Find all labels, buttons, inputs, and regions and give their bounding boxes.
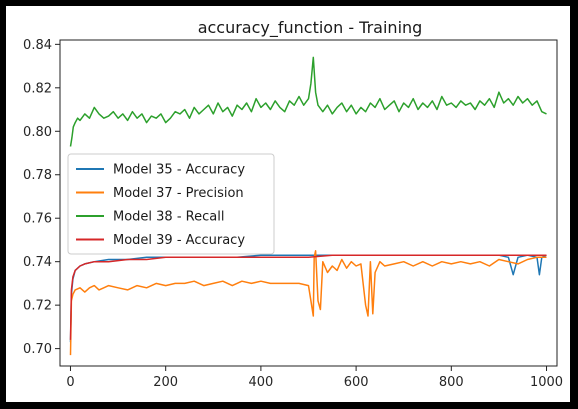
y-tick-label: 0.76 [23, 212, 52, 227]
series-line-3 [69, 56, 547, 147]
x-tick-label: 800 [439, 375, 464, 390]
legend-label-4: Model 39 - Accuracy [113, 233, 245, 248]
chart-title: accuracy_function - Training [198, 18, 423, 38]
chart-frame: accuracy_function - Training 0 200 400 600 8… [6, 6, 570, 402]
y-tick-label: 0.84 [23, 38, 52, 53]
x-tick-label: 200 [153, 375, 178, 390]
series-line-1 [69, 254, 547, 343]
x-tick-label: 400 [248, 375, 273, 390]
axes-frame [59, 39, 558, 367]
y-tick-label: 0.82 [23, 81, 52, 96]
y-tick-label: 0.80 [23, 125, 52, 140]
legend-label-3: Model 38 - Recall [113, 210, 224, 225]
legend-label-1: Model 35 - Accuracy [113, 163, 245, 178]
line-chart: accuracy_function - Training 0 200 400 600 8… [23, 18, 563, 390]
x-tick-label: 0 [66, 375, 74, 390]
series-line-2 [69, 250, 547, 356]
legend-label-2: Model 37 - Precision [113, 186, 244, 201]
ticks-layer: 0 200 400 600 800 1000 0.70 0.72 0.74 0.76 0.78 0.8… [23, 38, 563, 390]
y-tick-label: 0.72 [23, 299, 52, 314]
y-tick-label: 0.78 [23, 168, 52, 183]
y-tick-label: 0.74 [23, 255, 52, 270]
x-tick-label: 1000 [530, 375, 563, 390]
y-tick-label: 0.70 [23, 342, 52, 357]
legend-box [67, 153, 275, 255]
legend: Model 35 - Accuracy Model 37 - Precision M… [67, 153, 275, 255]
x-tick-label: 600 [344, 375, 369, 390]
series-layer [69, 56, 547, 356]
series-line-4 [69, 254, 547, 340]
